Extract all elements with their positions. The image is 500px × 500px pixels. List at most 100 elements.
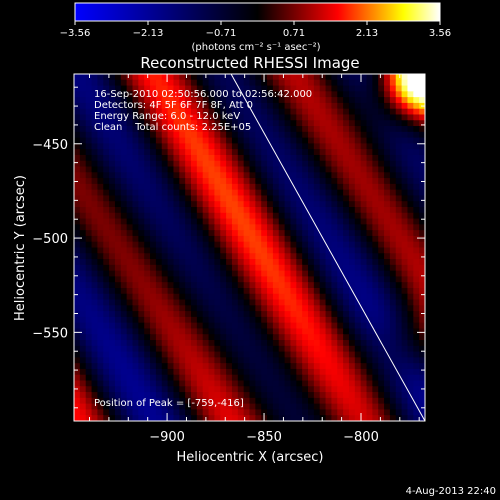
heatmap-cell <box>348 126 356 133</box>
heatmap-cell <box>220 212 227 220</box>
heatmap-cell <box>196 311 204 318</box>
heatmap-cell <box>226 392 233 399</box>
heatmap-cell <box>343 264 350 272</box>
heatmap-cell <box>231 287 239 295</box>
heatmap-cell <box>395 345 403 353</box>
heatmap-cell <box>237 149 245 156</box>
heatmap-cell <box>103 340 110 347</box>
heatmap-cell <box>278 363 286 370</box>
heatmap-cell <box>302 386 309 393</box>
heatmap-cell <box>278 392 286 399</box>
heatmap-cell <box>74 368 81 376</box>
heatmap-cell <box>91 299 98 306</box>
heatmap-cell <box>407 415 414 421</box>
heatmap-cell <box>161 351 169 358</box>
heatmap-cell <box>278 241 286 249</box>
heatmap-cell <box>348 178 356 185</box>
heatmap-cell <box>343 131 350 139</box>
heatmap-cell <box>173 316 180 324</box>
heatmap-cell <box>114 334 122 341</box>
heatmap-cell <box>97 363 104 370</box>
heatmap-cell <box>354 224 362 231</box>
heatmap-cell <box>161 149 169 156</box>
heatmap-cell <box>278 374 286 382</box>
heatmap-cell <box>313 74 321 81</box>
heatmap-cell <box>161 293 169 301</box>
heatmap-cell <box>132 195 139 202</box>
heatmap-cell <box>103 160 110 168</box>
heatmap-cell <box>114 79 122 87</box>
heatmap-cell <box>366 403 373 411</box>
heatmap-cell <box>313 91 321 98</box>
heatmap-cell <box>267 207 274 214</box>
heatmap-cell <box>413 386 420 393</box>
heatmap-cell <box>378 108 385 116</box>
heatmap-cell <box>226 183 233 191</box>
heatmap-cell <box>243 97 251 104</box>
heatmap-cell <box>91 380 98 387</box>
heatmap-cell <box>395 85 403 92</box>
heatmap-cell <box>407 357 414 364</box>
heatmap-cell <box>325 224 332 231</box>
heatmap-cell <box>243 403 251 411</box>
heatmap-cell <box>120 397 128 405</box>
heatmap-cell <box>284 392 292 399</box>
heatmap-cell <box>126 230 134 237</box>
heatmap-cell <box>191 322 198 330</box>
heatmap-cell <box>191 386 198 393</box>
heatmap-cell <box>337 74 344 81</box>
heatmap-cell <box>214 137 221 144</box>
heatmap-cell <box>395 409 403 416</box>
heatmap-cell <box>109 363 116 370</box>
heatmap-cell <box>214 189 221 197</box>
heatmap-cell <box>308 380 315 387</box>
heatmap-cell <box>378 287 385 295</box>
heatmap-cell <box>331 322 338 330</box>
heatmap-cell <box>196 293 204 301</box>
heatmap-cell <box>109 282 116 289</box>
heatmap-cell <box>97 386 104 393</box>
heatmap-cell <box>237 305 245 312</box>
colorbar: −3.56 −2.13 −0.71 0.71 2.13 3.56 (photons cm⁻… <box>60 2 451 53</box>
heatmap-cell <box>308 392 315 399</box>
heatmap-cell <box>261 172 268 179</box>
heatmap-cell <box>284 397 292 405</box>
heatmap-cell <box>138 114 145 121</box>
heatmap-cell <box>331 120 338 127</box>
heatmap-cell <box>331 235 338 243</box>
heatmap-cell <box>214 120 221 127</box>
heatmap-cell <box>407 247 414 254</box>
heatmap-cell <box>302 218 309 225</box>
heatmap-cell <box>407 189 414 197</box>
heatmap-cell <box>272 380 280 387</box>
heatmap-cell <box>79 282 87 289</box>
heatmap-cell <box>372 160 379 168</box>
heatmap-cell <box>243 85 251 92</box>
heatmap-cell <box>261 201 268 208</box>
heatmap-cell <box>196 282 204 289</box>
heatmap-cell <box>208 403 215 411</box>
heatmap-cell <box>419 351 425 358</box>
heatmap-cell <box>261 276 268 283</box>
heatmap-cell <box>103 114 110 121</box>
heatmap-cell <box>401 189 409 197</box>
heatmap-cell <box>389 143 397 150</box>
heatmap-cell <box>79 131 87 139</box>
heatmap-cell <box>150 328 157 335</box>
heatmap-cell <box>389 403 397 411</box>
heatmap-cell <box>348 201 356 208</box>
heatmap-cell <box>296 207 303 214</box>
heatmap-cell <box>91 397 98 405</box>
heatmap-cell <box>231 311 239 318</box>
heatmap-cell <box>155 235 163 243</box>
heatmap-cell <box>366 74 373 81</box>
heatmap-cell <box>378 386 385 393</box>
heatmap-cell <box>255 403 262 411</box>
heatmap-cell <box>161 253 169 260</box>
heatmap-cell <box>249 201 256 208</box>
heatmap-cell <box>126 79 134 87</box>
heatmap-cell <box>331 415 338 421</box>
heatmap-cell <box>79 97 87 104</box>
heatmap-cell <box>220 282 227 289</box>
heatmap-cell <box>85 160 93 168</box>
